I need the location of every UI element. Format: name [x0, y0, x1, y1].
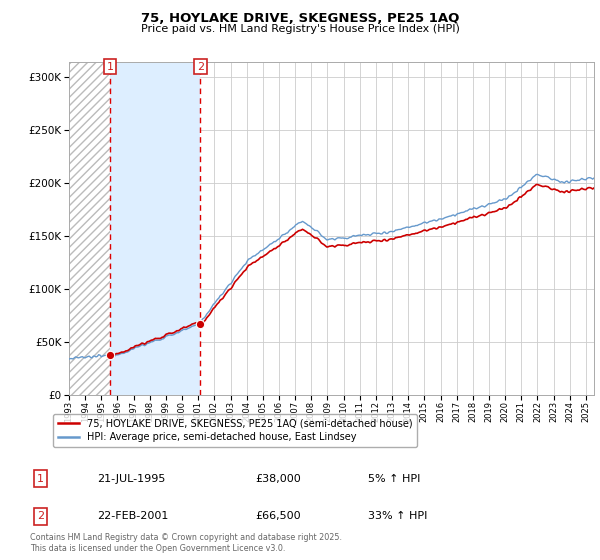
Text: 21-JUL-1995: 21-JUL-1995 — [97, 474, 166, 484]
Polygon shape — [69, 62, 110, 395]
Text: 22-FEB-2001: 22-FEB-2001 — [97, 511, 169, 521]
Text: £66,500: £66,500 — [255, 511, 301, 521]
Text: Contains HM Land Registry data © Crown copyright and database right 2025.
This d: Contains HM Land Registry data © Crown c… — [30, 533, 342, 553]
Legend: 75, HOYLAKE DRIVE, SKEGNESS, PE25 1AQ (semi-detached house), HPI: Average price,: 75, HOYLAKE DRIVE, SKEGNESS, PE25 1AQ (s… — [53, 414, 418, 447]
Text: 1: 1 — [37, 474, 44, 484]
Text: 5% ↑ HPI: 5% ↑ HPI — [368, 474, 420, 484]
Text: £38,000: £38,000 — [255, 474, 301, 484]
Text: 1: 1 — [107, 62, 113, 72]
Text: 75, HOYLAKE DRIVE, SKEGNESS, PE25 1AQ: 75, HOYLAKE DRIVE, SKEGNESS, PE25 1AQ — [141, 12, 459, 25]
Text: 2: 2 — [37, 511, 44, 521]
Polygon shape — [110, 62, 200, 395]
Text: 2: 2 — [197, 62, 204, 72]
Text: Price paid vs. HM Land Registry's House Price Index (HPI): Price paid vs. HM Land Registry's House … — [140, 24, 460, 34]
Text: 33% ↑ HPI: 33% ↑ HPI — [368, 511, 427, 521]
